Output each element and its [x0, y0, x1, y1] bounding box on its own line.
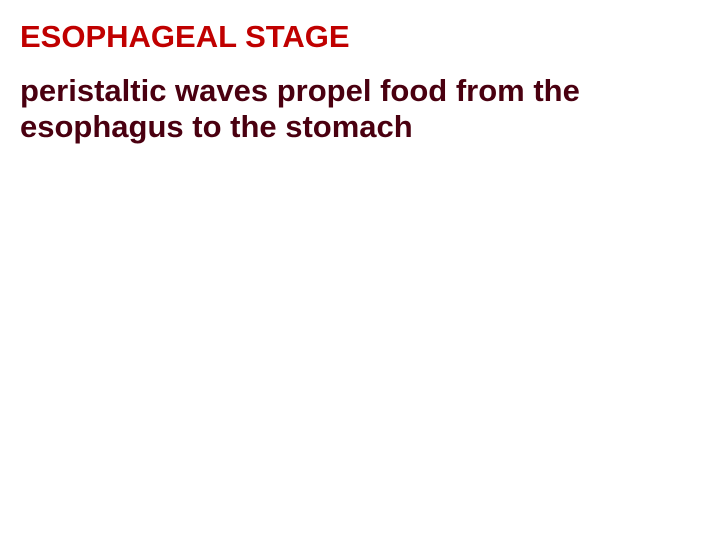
slide-container: ESOPHAGEAL STAGE peristaltic waves prope… [0, 0, 720, 540]
slide-title: ESOPHAGEAL STAGE [20, 18, 700, 55]
slide-body-text: peristaltic waves propel food from the e… [20, 73, 660, 144]
